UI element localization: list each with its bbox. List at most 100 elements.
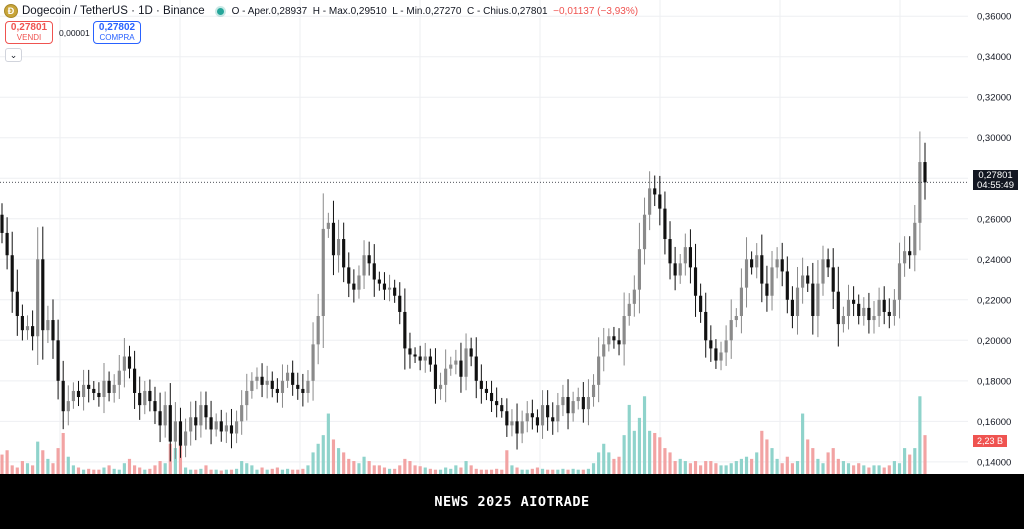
volume-bar: [347, 458, 351, 474]
volume-bar: [158, 461, 162, 474]
candle-body: [214, 421, 218, 430]
candle-body: [719, 352, 723, 361]
candle-body: [744, 259, 749, 288]
volume-bar: [525, 469, 529, 474]
y-tick-label: 0,14000: [977, 457, 1011, 468]
candle-body: [892, 299, 896, 316]
candle-body: [479, 380, 483, 389]
volume-bar: [133, 465, 137, 474]
y-tick-label: 0,26000: [977, 214, 1011, 225]
buy-button[interactable]: 0,27802 COMPRA: [93, 21, 141, 44]
candle-body: [632, 289, 636, 304]
low-label: L - Min.: [392, 5, 426, 17]
candle-body: [306, 380, 310, 393]
candle-body: [107, 380, 111, 393]
candle-body: [821, 259, 825, 284]
volume-bar: [143, 469, 147, 474]
buy-price: 0,27802: [98, 22, 136, 33]
volume-bar: [173, 448, 177, 474]
market-status-icon[interactable]: [216, 7, 224, 15]
candle-body: [260, 376, 264, 385]
candle-body: [234, 421, 239, 434]
volume-bar: [755, 452, 759, 474]
candle-body: [61, 380, 65, 412]
candle-body: [438, 384, 443, 389]
volume-bar: [148, 468, 152, 474]
candlestick-chart[interactable]: 0,14000 0,16000 0,18000 0,20000 0,22000 0,240…: [0, 0, 1024, 474]
candle-body: [51, 320, 55, 341]
candle-body: [347, 267, 351, 284]
volume-bar: [479, 469, 483, 474]
volume-bar: [31, 465, 35, 474]
candle-body: [535, 417, 540, 426]
candle-body: [714, 348, 718, 361]
volume-bar: [454, 465, 458, 474]
volume-bar: [41, 450, 45, 474]
candle-body: [882, 299, 886, 312]
volume-bar: [127, 458, 132, 474]
volume-bar: [306, 465, 310, 474]
volume-bar: [474, 468, 478, 474]
price-axis[interactable]: 0,14000 0,16000 0,18000 0,20000 0,22000 0,240…: [977, 12, 1011, 469]
candle-body: [189, 417, 193, 432]
change-value: −0,01137 (−3,93%): [553, 5, 639, 17]
symbol-title[interactable]: Dogecoin / TetherUS · 1D · Binance: [22, 5, 205, 17]
sell-price: 0,27801: [10, 22, 48, 33]
candle-body: [734, 316, 738, 321]
chart-area[interactable]: 0,14000 0,16000 0,18000 0,20000 0,22000 0,240…: [0, 0, 1024, 474]
volume-bar: [801, 413, 805, 474]
candle-body: [897, 263, 902, 300]
candle-body: [760, 255, 764, 284]
volume-bar: [699, 465, 703, 474]
collapse-legend-button[interactable]: ⌄: [5, 48, 22, 62]
candle-body: [102, 380, 106, 398]
volume-bar: [627, 404, 631, 474]
candle-body: [168, 405, 172, 442]
candle-body: [841, 316, 845, 325]
candle-body: [127, 356, 132, 369]
candle-body: [709, 340, 713, 349]
volume-bar: [117, 469, 121, 474]
volume-bar: [387, 468, 392, 474]
candle-body: [87, 384, 91, 389]
candle-body: [296, 384, 300, 389]
candle-body: [270, 380, 274, 389]
volume-bar: [882, 467, 886, 474]
candle-body: [5, 232, 9, 256]
volume-bar: [438, 469, 443, 474]
volume-bar: [5, 450, 9, 474]
candle-body: [31, 326, 35, 337]
candle-body: [25, 326, 30, 331]
candle-body: [367, 255, 371, 264]
volume-bar: [857, 463, 861, 474]
volume-bar: [693, 461, 698, 474]
candle-body: [0, 214, 4, 233]
candle-body: [342, 239, 346, 268]
volume-bar: [831, 448, 835, 474]
volume-bar: [316, 443, 320, 474]
volume-bar: [15, 467, 19, 474]
candle-body: [699, 295, 703, 312]
candle-body: [872, 316, 876, 321]
y-tick-label: 0,30000: [977, 133, 1011, 144]
candle-body: [520, 421, 524, 434]
candle-layer: [0, 131, 927, 462]
volume-bar: [724, 465, 728, 474]
candle-body: [352, 283, 356, 290]
candle-body: [750, 259, 754, 268]
volume-bar: [622, 435, 626, 474]
volume-bar: [444, 467, 448, 474]
sell-button[interactable]: 0,27801 VENDI: [5, 21, 53, 44]
candle-body: [867, 307, 871, 321]
volume-bar: [122, 463, 126, 474]
candle-body: [637, 249, 642, 290]
candle-body: [464, 348, 468, 377]
candle-body: [382, 283, 387, 290]
volume-bar: [663, 448, 667, 474]
volume-bar: [704, 461, 708, 474]
volume-bar: [449, 468, 453, 474]
volume-bar: [719, 465, 723, 474]
volume-bar: [744, 456, 749, 474]
volume-bar: [408, 461, 412, 474]
candle-body: [530, 413, 534, 418]
